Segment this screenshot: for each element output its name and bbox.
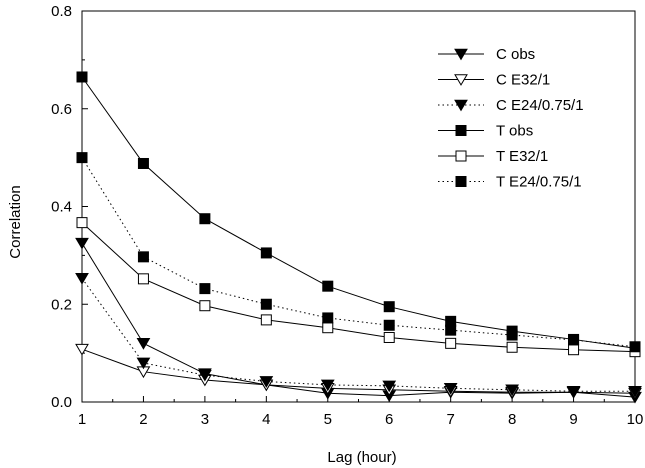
y-tick-label: 0.2 xyxy=(51,296,72,313)
legend-item: C E24/0.75/1 xyxy=(438,97,584,114)
legend-label: C E24/0.75/1 xyxy=(496,97,584,114)
data-point xyxy=(199,300,211,312)
data-point xyxy=(505,384,519,397)
x-tick-label: 9 xyxy=(569,411,577,428)
data-point xyxy=(137,251,149,263)
x-tick-label: 3 xyxy=(201,411,209,428)
x-tick-label: 2 xyxy=(139,411,147,428)
data-point xyxy=(383,301,395,313)
series-5 xyxy=(76,152,641,353)
y-tick-label: 0.6 xyxy=(51,101,72,118)
x-tick-label: 1 xyxy=(78,411,86,428)
data-point xyxy=(260,314,272,326)
data-point xyxy=(455,125,467,136)
x-tick-label: 5 xyxy=(324,411,332,428)
legend-item: T obs xyxy=(438,123,533,140)
y-tick-label: 0.8 xyxy=(51,3,72,20)
data-point xyxy=(260,298,272,310)
series-line xyxy=(81,222,636,353)
data-point xyxy=(382,380,397,393)
data-point xyxy=(455,176,467,187)
data-point xyxy=(443,383,458,395)
legend-label: T E24/0.75/1 xyxy=(496,174,582,191)
data-point xyxy=(454,99,468,112)
data-point xyxy=(137,157,149,169)
data-point xyxy=(137,273,149,285)
series-line xyxy=(81,76,636,349)
data-point xyxy=(322,312,334,324)
x-tick-label: 6 xyxy=(385,411,393,428)
legend-item: C obs xyxy=(438,46,535,63)
data-point xyxy=(383,331,395,343)
y-tick-label: 0.4 xyxy=(51,199,72,216)
series-line xyxy=(81,242,636,398)
data-point xyxy=(75,343,89,356)
x-tick-label: 4 xyxy=(262,411,270,428)
plot-frame xyxy=(81,10,636,403)
data-point xyxy=(322,322,334,334)
data-point xyxy=(199,283,211,295)
series-0 xyxy=(75,237,642,404)
data-point xyxy=(259,376,274,388)
series-1 xyxy=(75,343,642,400)
data-point xyxy=(454,48,468,61)
data-point xyxy=(568,344,580,356)
data-point xyxy=(568,334,580,346)
legend: C obs C E32/1 C E24/0.75/1 T obs T E32/1 T E2… xyxy=(438,46,584,191)
series-3 xyxy=(76,71,641,354)
data-point xyxy=(454,74,468,86)
data-point xyxy=(629,341,641,353)
series-lines xyxy=(75,71,642,404)
data-point xyxy=(445,324,457,336)
data-point xyxy=(76,71,88,83)
data-point xyxy=(566,385,581,398)
data-point xyxy=(322,280,334,292)
data-point xyxy=(383,319,395,331)
data-point xyxy=(75,273,89,285)
series-line xyxy=(81,278,635,392)
series-line xyxy=(81,157,636,348)
legend-label: C E32/1 xyxy=(496,72,550,89)
data-point xyxy=(198,369,212,382)
data-point xyxy=(136,357,151,370)
data-point xyxy=(628,385,642,398)
data-point xyxy=(320,379,335,392)
legend-item: T E24/0.75/1 xyxy=(438,174,582,191)
data-point xyxy=(506,341,518,353)
data-point xyxy=(136,338,151,350)
series-2 xyxy=(75,273,642,398)
x-tick-label: 10 xyxy=(627,411,644,428)
data-point xyxy=(445,337,457,349)
data-point xyxy=(455,150,467,162)
legend-label: T obs xyxy=(496,123,533,140)
x-tick-label: 8 xyxy=(508,411,516,428)
legend-item: C E32/1 xyxy=(438,72,550,89)
data-point xyxy=(199,213,211,225)
x-axis-title: Lag (hour) xyxy=(327,449,396,466)
legend-label: T E32/1 xyxy=(496,148,548,165)
y-axis-title: Correlation xyxy=(7,185,24,258)
data-point xyxy=(506,329,518,341)
y-tick-label: 0.0 xyxy=(51,394,72,411)
x-tick-label: 7 xyxy=(446,411,454,428)
data-point xyxy=(76,152,88,164)
legend-label: C obs xyxy=(496,46,535,63)
plot-area: 1 2 3 4 5 6 7 8 9 10 0.0 0.2 0.4 0.6 0.8 xyxy=(51,3,643,428)
series-line xyxy=(81,348,636,394)
legend-item: T E32/1 xyxy=(438,148,548,165)
data-point xyxy=(75,237,89,250)
data-point xyxy=(76,217,88,229)
series-4 xyxy=(76,217,641,358)
data-point xyxy=(260,247,272,259)
